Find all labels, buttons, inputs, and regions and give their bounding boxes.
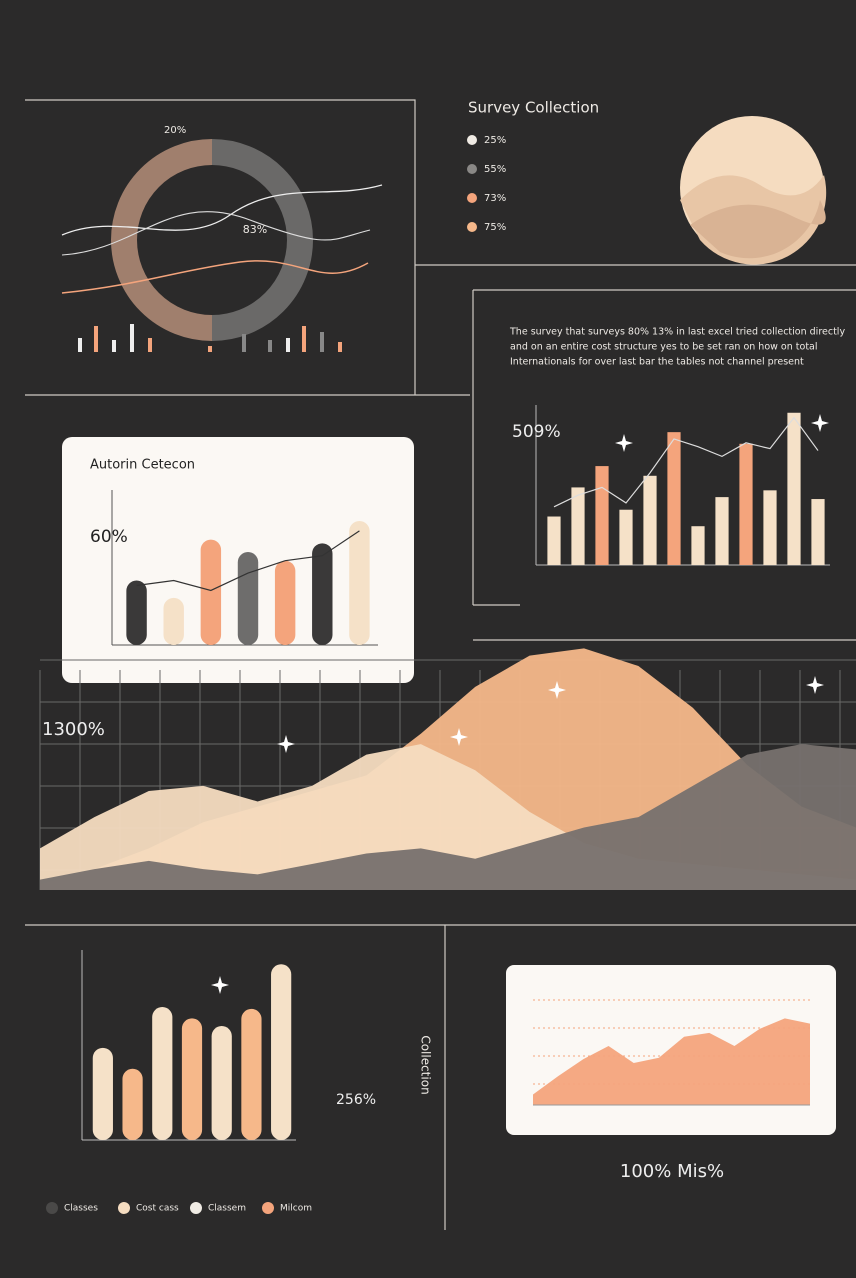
deco-line: [62, 261, 368, 293]
bar: [763, 490, 776, 565]
legend-dot: [46, 1202, 58, 1214]
bar: [238, 552, 258, 645]
legend-label: 55%: [484, 164, 506, 175]
card-title: Autorin Cetecon: [90, 458, 195, 473]
paragraph-line: Internationals for over last bar the tab…: [510, 357, 804, 368]
annotation: 509%: [512, 422, 561, 442]
deco-bar: [268, 340, 272, 352]
deco-line: [62, 212, 370, 255]
bar: [164, 598, 184, 645]
bar: [595, 466, 608, 565]
deco-bar: [130, 324, 134, 352]
legend-label: Classes: [64, 1204, 98, 1214]
vertical-label: Collection: [419, 1035, 433, 1094]
bar: [619, 510, 632, 565]
bar: [152, 1007, 172, 1140]
deco-bar: [242, 334, 246, 352]
legend-dot: [467, 222, 477, 232]
deco-bar: [286, 338, 290, 352]
legend-label: 75%: [484, 222, 506, 233]
bar: [691, 526, 704, 565]
paragraph-line: and on an entire cost structure yes to b…: [510, 342, 818, 353]
legend-dot: [467, 135, 477, 145]
trend-line: [554, 418, 818, 507]
sparkle: [806, 676, 824, 694]
deco-bar: [78, 338, 82, 352]
bar: [715, 497, 728, 565]
infographic: Survey Collection Collection 25% 55% 73% 75…: [0, 0, 856, 1278]
annotation: 60%: [90, 527, 128, 547]
deco-bar: [338, 342, 342, 352]
bar: [212, 1026, 232, 1140]
annotation: 256%: [336, 1092, 376, 1108]
legend-dot: [467, 193, 477, 203]
deco-line: [62, 185, 382, 235]
deco-bar: [112, 340, 116, 352]
legend-label: Classem: [208, 1204, 246, 1214]
bar: [571, 487, 584, 565]
bar: [667, 432, 680, 565]
legend-dot: [190, 1202, 202, 1214]
legend-dot: [467, 164, 477, 174]
annotation: 100% Mis%: [620, 1161, 724, 1182]
sparkle: [615, 434, 633, 452]
bar: [201, 540, 221, 645]
sparkle: [811, 414, 829, 432]
bar: [643, 476, 656, 565]
donut-segment: [124, 152, 212, 328]
annotation: 83%: [243, 223, 267, 236]
bar: [811, 499, 824, 565]
annotation: 20%: [164, 125, 186, 136]
bar: [122, 1069, 142, 1140]
legend-label: Cost cass: [136, 1204, 179, 1214]
bar: [93, 1048, 113, 1140]
deco-bar: [320, 332, 324, 352]
sparkle: [211, 976, 229, 994]
bar: [275, 561, 295, 645]
annotation: 1300%: [42, 719, 105, 740]
paragraph-line: The survey that surveys 80% 13% in last …: [509, 327, 845, 338]
bar: [787, 413, 800, 565]
deco-bar: [94, 326, 98, 352]
bar: [126, 581, 146, 645]
bar: [349, 521, 369, 645]
legend-label: 25%: [484, 135, 506, 146]
deco-bar: [148, 338, 152, 352]
panel-title: Survey Collection: [468, 99, 599, 117]
sun-illustration: [680, 116, 826, 265]
deco-bar: [302, 326, 306, 352]
bar: [271, 964, 291, 1140]
legend-dot: [262, 1202, 274, 1214]
legend-dot: [118, 1202, 130, 1214]
bar: [182, 1018, 202, 1140]
donut-segment: [212, 152, 300, 328]
bar: [312, 543, 332, 645]
bar: [739, 444, 752, 565]
deco-bar: [208, 346, 212, 352]
legend-label: Milcom: [280, 1204, 312, 1214]
bar: [241, 1009, 261, 1140]
bar: [547, 517, 560, 565]
legend-label: 73%: [484, 193, 506, 204]
